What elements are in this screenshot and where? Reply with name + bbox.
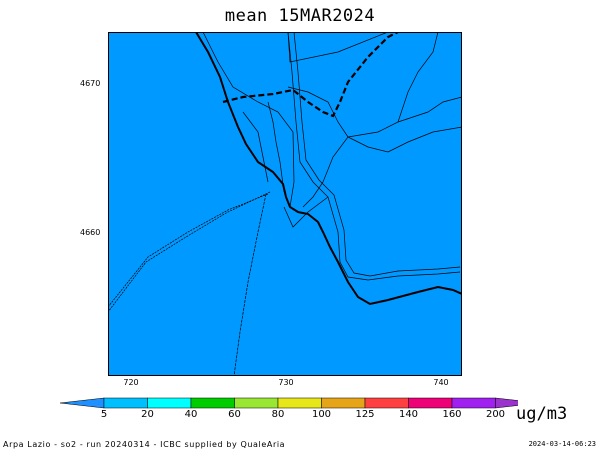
regional-boundary [222,32,399,118]
colorbar-tick-label: 20 [141,409,154,420]
shipping-lane-2 [108,191,271,313]
admin-line-4 [347,32,439,138]
colorbar-segment [147,397,192,409]
admin-line-8 [242,111,269,183]
admin-line-1 [202,32,295,208]
admin-line-2 [287,32,389,63]
colorbar-segment [190,397,235,409]
admin-line-9 [283,196,329,228]
admin-line-7 [347,126,462,153]
x-tick-label: 730 [278,378,294,387]
shipping-lane-3 [233,193,267,376]
admin-line-5 [397,96,462,123]
colorbar-left-arrow [59,397,105,409]
river-tiber [287,32,461,281]
colorbar-tick-label: 140 [398,409,419,420]
colorbar-segment [364,397,409,409]
footer-timestamp: 2024-03-14-06:23 [528,440,596,448]
colorbar-tick-label: 5 [100,409,108,420]
colorbar-segment [277,397,322,409]
colorbar-segment [103,397,148,409]
footer-caption: Arpa Lazio - so2 - run 20240314 - ICBC s… [3,440,286,449]
admin-line-6 [267,101,285,193]
x-tick-label: 720 [123,378,139,387]
y-tick-label: 4660 [80,228,101,237]
colorbar-tick-label: 125 [355,409,375,420]
colorbar [59,397,518,409]
colorbar-tick-label: 40 [184,409,198,420]
colorbar-tick-label: 100 [311,409,332,420]
colorbar-segment [234,397,279,409]
colorbar-right-arrow [495,397,518,409]
colorbar-segment [408,397,453,409]
shipping-lane-1 [108,193,269,308]
coastline [195,32,462,306]
map-fill [108,32,462,376]
colorbar-tick-label: 60 [228,409,241,420]
colorbar-tick-label: 200 [485,409,506,420]
colorbar-tick-label: 80 [271,409,285,420]
river-tiber-bank [293,32,461,277]
x-tick-label: 740 [433,378,449,387]
units-label: ug/m3 [516,404,568,424]
colorbar-tick-label: 160 [442,409,462,420]
colorbar-segment [321,397,366,409]
concentration-map [108,32,462,376]
y-tick-label: 4670 [80,79,101,88]
map-title: mean 15MAR2024 [224,6,376,26]
colorbar-segment [451,397,496,409]
